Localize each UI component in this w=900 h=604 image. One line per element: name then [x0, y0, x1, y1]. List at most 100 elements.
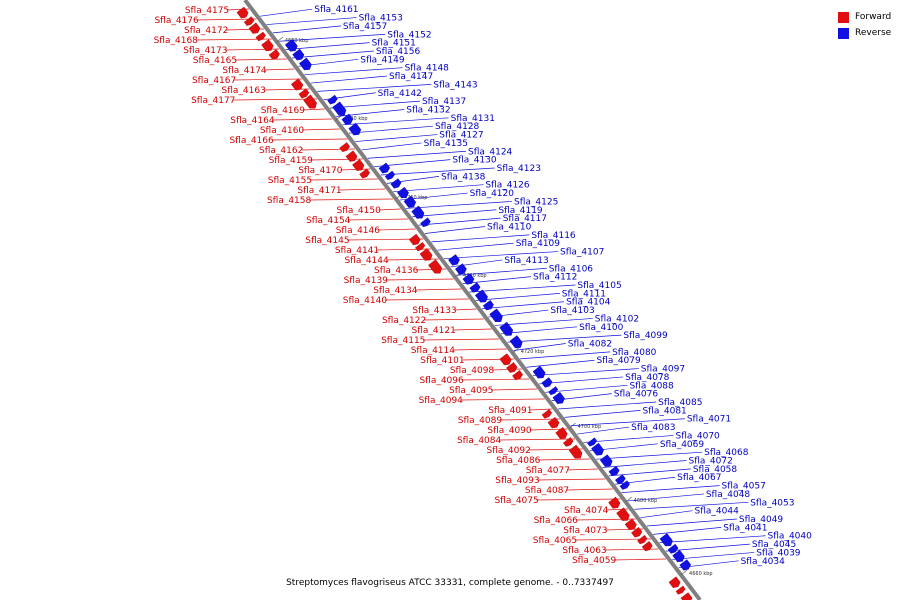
forward-gene: [419, 248, 433, 261]
reverse-gene: [608, 465, 620, 477]
reverse-leader-line: [564, 410, 641, 418]
reverse-leader-line: [418, 217, 501, 226]
forward-leader-line: [348, 218, 409, 221]
forward-leader-line: [499, 418, 560, 421]
forward-gene-label: Sfla_4158: [267, 196, 312, 206]
forward-gene-label: Sfla_4091: [488, 406, 532, 416]
reverse-gene-label: Sfla_4131: [451, 114, 495, 124]
forward-leader-line: [301, 128, 340, 131]
forward-gene-label: Sfla_4164: [230, 116, 275, 126]
forward-gene: [568, 444, 583, 459]
map-caption: Streptomyces flavogriseus ATCC 33331, co…: [286, 578, 614, 588]
reverse-leader-line: [450, 259, 503, 268]
reverse-leader-line: [355, 134, 438, 142]
reverse-leader-line: [520, 351, 611, 360]
reverse-leader-line: [266, 17, 357, 25]
legend: Forward Reverse: [838, 9, 891, 41]
forward-leader-line: [460, 398, 545, 401]
forward-leader-line: [567, 468, 598, 471]
forward-leader-line: [272, 118, 333, 121]
forward-leader-line: [226, 28, 265, 31]
forward-gene: [339, 142, 350, 153]
forward-leader-line: [574, 538, 651, 541]
reverse-gene-label: Sfla_4053: [750, 498, 794, 508]
forward-gene-label: Sfla_4162: [259, 146, 303, 156]
forward-gene-label: Sfla_4169: [261, 106, 306, 116]
reverse-gene-label: Sfla_4153: [359, 14, 403, 24]
reverse-leader-line: [380, 167, 495, 176]
reverse-leader-line: [304, 67, 403, 76]
reverse-leader-line: [361, 142, 422, 151]
forward-gene-label: Sfla_4176: [154, 16, 199, 26]
reverse-gene-label: Sfla_4039: [756, 548, 801, 558]
forward-leader-line: [423, 318, 484, 321]
reverse-gene-label: Sfla_4034: [741, 557, 786, 567]
forward-gene: [631, 527, 643, 538]
forward-leader-line: [264, 68, 295, 71]
forward-leader-line: [308, 198, 393, 201]
forward-leader-line: [347, 238, 424, 241]
reverse-gene-label: Sfla_4057: [722, 482, 766, 492]
forward-gene-label: Sfla_4098: [450, 366, 495, 376]
forward-leader-line: [384, 298, 469, 301]
forward-gene-label: Sfla_4121: [412, 326, 456, 336]
forward-leader-line: [605, 528, 644, 531]
reverse-gene-label: Sfla_4107: [560, 248, 604, 258]
genome-backbone: [243, 0, 702, 602]
forward-gene-label: Sfla_4115: [381, 336, 425, 346]
forward-leader-line: [528, 448, 583, 451]
forward-gene: [637, 534, 648, 545]
forward-gene: [608, 496, 621, 509]
forward-leader-line: [461, 378, 530, 381]
forward-gene-label: Sfla_4074: [564, 506, 609, 516]
tick-label: 4760 kbp: [404, 195, 428, 201]
forward-leader-line: [566, 488, 613, 491]
reverse-gene: [384, 170, 396, 181]
reverse-leader-line: [672, 552, 755, 560]
reverse-leader-line: [342, 117, 449, 126]
reverse-gene-label: Sfla_4157: [343, 22, 387, 32]
forward-gene: [428, 259, 443, 274]
reverse-leader-line: [475, 293, 560, 301]
forward-leader-line: [537, 478, 606, 481]
reverse-leader-line: [393, 184, 484, 193]
reverse-gene-label: Sfla_4116: [531, 231, 576, 241]
reverse-gene-label: Sfla_4088: [629, 381, 674, 391]
reverse-leader-line: [545, 384, 628, 393]
reverse-gene-label: Sfla_4130: [452, 156, 497, 166]
reverse-gene-label: Sfla_4104: [566, 298, 611, 308]
reverse-gene-label: Sfla_4069: [660, 440, 705, 450]
reverse-gene-label: Sfla_4044: [695, 507, 740, 517]
forward-gene-label: Sfla_4145: [305, 236, 349, 246]
reverse-leader-line: [665, 543, 750, 552]
reverse-leader-line: [424, 226, 486, 234]
legend-label-forward: Forward: [855, 12, 892, 22]
reverse-gene-label: Sfla_4079: [596, 356, 641, 366]
reverse-gene: [390, 178, 402, 189]
reverse-gene: [659, 533, 673, 547]
forward-gene-label: Sfla_4084: [457, 436, 502, 446]
forward-gene-label: Sfla_4059: [572, 556, 617, 566]
forward-leader-line: [613, 558, 666, 561]
reverse-gene-label: Sfla_4135: [424, 139, 468, 149]
forward-gene: [248, 22, 261, 34]
reverse-leader-line: [463, 276, 532, 284]
forward-leader-line: [452, 348, 507, 351]
forward-gene: [680, 592, 693, 604]
reverse-gene-label: Sfla_4149: [360, 55, 405, 65]
reverse-gene-label: Sfla_4113: [504, 256, 548, 266]
reverse-gene-label: Sfla_4110: [487, 222, 532, 232]
forward-leader-line: [309, 178, 378, 181]
reverse-leader-line: [482, 301, 565, 310]
forward-leader-line: [386, 258, 439, 261]
forward-gene-label: Sfla_4075: [494, 496, 538, 506]
reverse-leader-line: [348, 125, 434, 134]
forward-gene: [541, 409, 553, 419]
forward-gene-label: Sfla_4141: [335, 246, 379, 256]
forward-leader-line: [416, 268, 447, 271]
forward-gene-label: Sfla_4167: [192, 76, 236, 86]
forward-gene: [675, 585, 686, 595]
reverse-leader-line: [374, 159, 451, 167]
forward-gene-label: Sfla_4168: [154, 36, 199, 46]
